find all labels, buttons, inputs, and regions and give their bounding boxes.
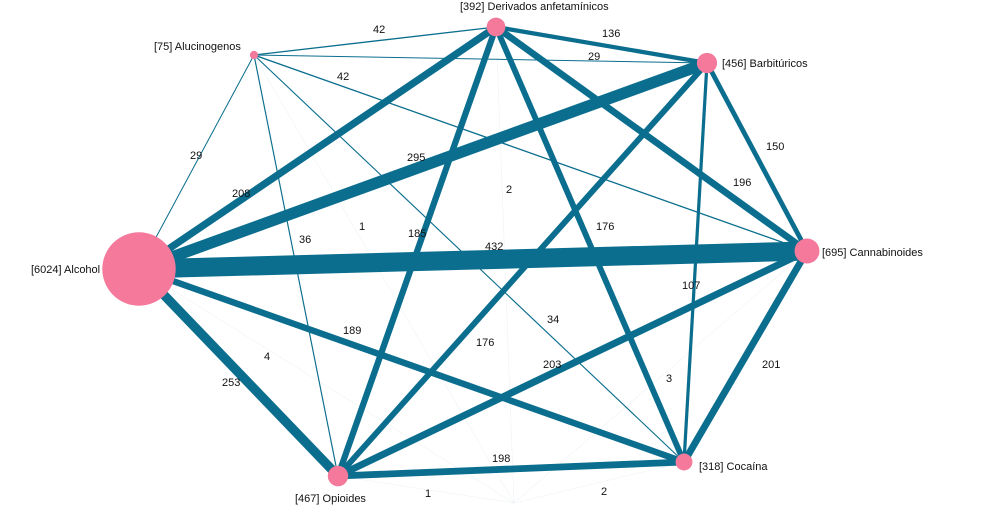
edge-cocaina-unlabeled (513, 461, 685, 504)
node-alcohol (102, 232, 176, 306)
node-label-derivados: [392] Derivados anfetamínicos (460, 1, 609, 13)
node-label-barbituricos: [456] Barbitúricos (722, 58, 808, 70)
edge-weight-label: 1 (359, 221, 365, 233)
edge-derivados-opioides (335, 25, 499, 478)
edge-weight-label: 36 (299, 234, 311, 246)
edge-weight-label: 1 (425, 488, 431, 500)
edge-weight-label: 2 (601, 486, 607, 498)
node-cocaina (675, 453, 693, 471)
node-derivados (486, 17, 506, 37)
edge-weight-label: 295 (407, 152, 425, 164)
edges-layer (135, 23, 810, 504)
edge-weight-label: 42 (337, 71, 349, 83)
edge-alcohol-unlabeled (138, 268, 515, 504)
edge-cocaina-opioides (337, 458, 685, 480)
edge-weight-label: 208 (232, 188, 250, 200)
node-label-cocaina: [318] Cocaína (699, 461, 768, 473)
edge-weight-label: 201 (762, 359, 780, 371)
edge-weight-label: 198 (492, 453, 510, 465)
node-alucinogenos (249, 50, 259, 60)
node-barbituricos (696, 52, 718, 74)
edge-weight-label: 136 (602, 28, 620, 40)
edge-weight-label: 176 (596, 221, 614, 233)
edge-alucinogenos-barbituricos (253, 54, 708, 64)
node-opioides (327, 465, 349, 487)
edge-alcohol-barbituricos (137, 57, 709, 275)
edge-derivados-cocaina (493, 25, 687, 464)
edge-alcohol-opioides (135, 265, 342, 480)
node-label-opioides: [467] Opioides (295, 493, 366, 505)
edge-weight-label: 42 (373, 24, 385, 36)
edge-labels-layer: 432 295 253 208 189 29 4 42 42 29 36 34 1 136 196 185 17… (190, 24, 784, 500)
edge-weight-label: 432 (485, 241, 503, 253)
edge-alcohol-cannabinoides (138, 241, 808, 279)
edge-weight-label: 29 (190, 150, 202, 162)
edge-weight-label: 2 (506, 184, 512, 196)
edge-alucinogenos-cannabinoides (253, 54, 808, 252)
edge-alcohol-alucinogenos (138, 54, 255, 270)
edge-weight-label: 196 (733, 177, 751, 189)
edge-weight-label: 189 (343, 325, 361, 337)
edge-barbituricos-cannabinoides (704, 61, 810, 253)
node-label-alucinogenos: [75] Alucinogenos (154, 41, 241, 53)
edge-weight-label: 4 (264, 351, 270, 363)
edge-weight-label: 3 (666, 373, 672, 385)
edge-opioides-unlabeled (337, 475, 515, 504)
edge-weight-label: 29 (588, 51, 600, 63)
edge-weight-label: 185 (408, 228, 426, 240)
edge-weight-label: 34 (547, 314, 559, 326)
edge-weight-label: 150 (766, 141, 784, 153)
edge-alcohol-derivados (136, 23, 499, 273)
node-label-cannabinoides: [695] Cannabinoides (822, 247, 923, 259)
edge-cannabinoides-unlabeled (513, 250, 808, 504)
edge-cannabinoides-cocaina (681, 249, 810, 464)
edge-cannabinoides-opioides (336, 247, 809, 480)
edge-derivados-cannabinoides (494, 24, 809, 254)
edge-derivados-barbituricos (495, 24, 708, 66)
edge-alcohol-cocaina (137, 265, 686, 466)
edge-weight-label: 176 (476, 337, 494, 349)
node-cannabinoides (794, 238, 820, 264)
node-labels-layer: [6024] Alcohol [75] Alucinogenos [392] Der… (31, 1, 923, 505)
edge-weight-label: 203 (543, 359, 561, 371)
edge-weight-label: 107 (682, 280, 700, 292)
edge-alucinogenos-unlabeled (253, 54, 515, 504)
node-label-alcohol: [6024] Alcohol (31, 264, 100, 276)
edge-weight-label: 253 (222, 377, 240, 389)
edge-alucinogenos-derivados (253, 26, 497, 56)
nodes-layer (102, 17, 820, 487)
